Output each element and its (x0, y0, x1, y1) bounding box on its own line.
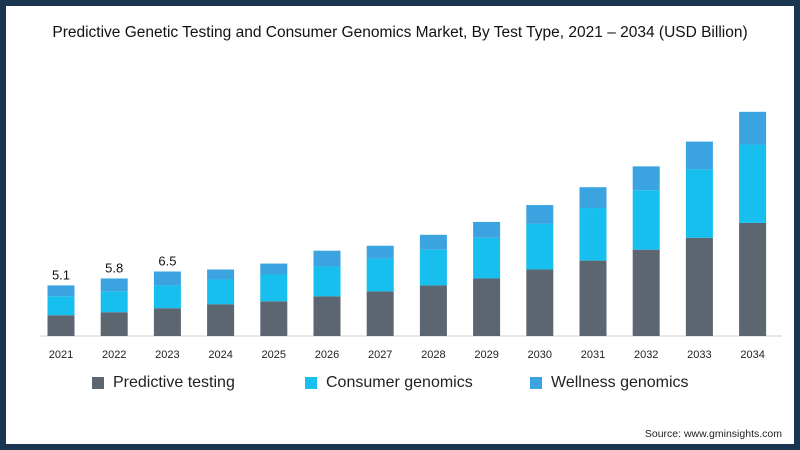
bar-wellness-2029 (473, 221, 501, 238)
x-tick-2031: 2031 (581, 349, 605, 361)
bar-predictive-2030 (526, 269, 554, 336)
chart-title: Predictive Genetic Testing and Consumer … (52, 24, 748, 41)
bar-predictive-2032 (632, 249, 660, 336)
bar-wellness-2028 (419, 234, 447, 250)
bar-consumer-2024 (207, 279, 235, 305)
bar-predictive-2027 (366, 291, 394, 336)
data-label-2023: 6.5 (158, 254, 176, 269)
bar-consumer-2023 (153, 285, 181, 309)
x-tick-2033: 2033 (687, 349, 711, 361)
bar-predictive-2021 (47, 315, 75, 336)
bar-wellness-2033 (685, 141, 713, 170)
x-tick-2028: 2028 (421, 349, 445, 361)
source-note: Source: www.gminsights.com (644, 428, 782, 440)
bar-consumer-2033 (685, 169, 713, 238)
bar-consumer-2028 (419, 249, 447, 286)
bar-consumer-2032 (632, 190, 660, 250)
legend-swatch-consumer (305, 377, 317, 389)
legend-item-consumer: Consumer genomics (305, 374, 473, 392)
legend-item-wellness: Wellness genomics (530, 374, 689, 392)
bar-predictive-2024 (207, 304, 235, 336)
x-tick-2030: 2030 (528, 349, 552, 361)
bar-predictive-2023 (153, 308, 181, 336)
legend-item-predictive: Predictive testing (92, 374, 235, 392)
bar-wellness-2023 (153, 271, 181, 286)
x-tick-2027: 2027 (368, 349, 392, 361)
x-tick-2029: 2029 (474, 349, 498, 361)
data-label-2021: 5.1 (52, 267, 70, 282)
chart-frame (6, 6, 794, 444)
legend-label-wellness: Wellness genomics (551, 374, 689, 391)
bar-consumer-2031 (579, 208, 607, 261)
bar-predictive-2033 (685, 237, 713, 336)
x-tick-2023: 2023 (155, 349, 179, 361)
bar-consumer-2022 (100, 291, 128, 313)
data-label-2022: 5.8 (105, 260, 123, 275)
bar-wellness-2031 (579, 187, 607, 209)
x-tick-2022: 2022 (102, 349, 126, 361)
bar-predictive-2025 (260, 301, 288, 336)
bar-wellness-2032 (632, 166, 660, 191)
bar-wellness-2030 (526, 205, 554, 224)
bar-consumer-2030 (526, 223, 554, 270)
legend-label-consumer: Consumer genomics (326, 374, 473, 391)
x-tick-2032: 2032 (634, 349, 658, 361)
bar-predictive-2028 (419, 285, 447, 336)
bar-consumer-2027 (366, 258, 394, 292)
x-tick-2021: 2021 (49, 349, 73, 361)
bar-wellness-2026 (313, 250, 341, 267)
legend-label-predictive: Predictive testing (113, 374, 235, 391)
bar-predictive-2026 (313, 296, 341, 336)
bar-consumer-2021 (47, 296, 75, 316)
bar-consumer-2026 (313, 266, 341, 297)
legend: Predictive testing Consumer genomics Wel… (92, 374, 732, 398)
bar-wellness-2021 (47, 285, 75, 297)
legend-swatch-predictive (92, 377, 104, 389)
bar-predictive-2022 (100, 312, 128, 336)
bar-wellness-2034 (739, 111, 767, 145)
bar-predictive-2034 (739, 222, 767, 336)
bar-wellness-2025 (260, 263, 288, 275)
bar-wellness-2027 (366, 245, 394, 259)
x-tick-2034: 2034 (740, 349, 764, 361)
bar-consumer-2029 (473, 237, 501, 279)
x-tick-2024: 2024 (208, 349, 232, 361)
bar-wellness-2022 (100, 278, 128, 292)
bar-consumer-2034 (739, 144, 767, 223)
x-tick-2025: 2025 (262, 349, 286, 361)
bar-wellness-2024 (207, 269, 235, 280)
bar-predictive-2029 (473, 278, 501, 336)
legend-swatch-wellness (530, 377, 542, 389)
x-tick-2026: 2026 (315, 349, 339, 361)
bar-predictive-2031 (579, 260, 607, 336)
bar-consumer-2025 (260, 274, 288, 302)
